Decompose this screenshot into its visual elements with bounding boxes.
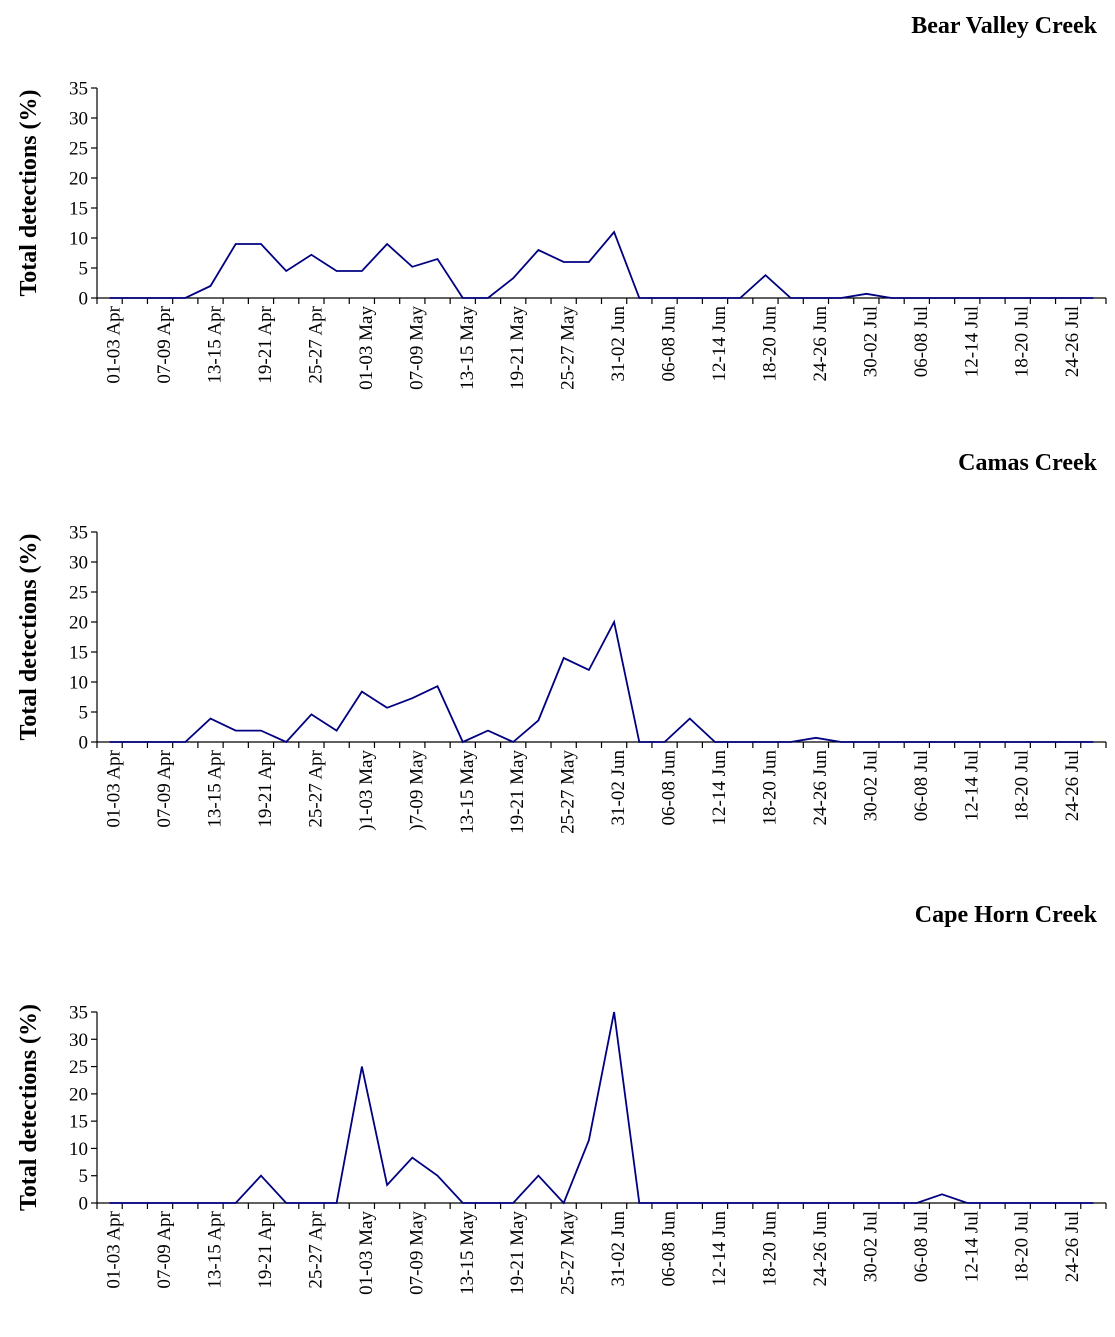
x-tick-label: 12-14 Jun [709, 306, 730, 382]
x-tick-label: 30-02 Jul [860, 750, 881, 821]
x-tick-label: 13-15 May [457, 1211, 478, 1295]
chart-3: Cape Horn Creek Total detections (%) 0 5 10 1… [16, 902, 1107, 1295]
x-tick-label: 13-15 May [457, 750, 478, 834]
x-tick-label: 06-08 Jul [911, 306, 932, 377]
x-tick-label: 07-09 Apr [154, 305, 175, 383]
y-tick-label: 25 [69, 1057, 88, 1078]
x-tick-label: 12-14 Jun [709, 1211, 730, 1287]
x-tick-label: 24-26 Jul [1062, 306, 1083, 377]
x-tick-label: 01-03 May [356, 306, 377, 390]
x-tick-label: 31-02 Jun [608, 1211, 629, 1287]
y-tick-label: 25 [69, 139, 88, 160]
chart-title: Bear Valley Creek [911, 13, 1097, 39]
x-tick-label: 31-02 Jun [608, 306, 629, 382]
x-tick-label: )7-09 May [406, 750, 427, 831]
x-tick-label: )1-03 May [356, 750, 377, 831]
x-tick-label: 18-20 Jun [759, 750, 780, 826]
y-tick-label: 0 [79, 289, 89, 310]
y-tick-label: 10 [69, 673, 88, 694]
chart-1: Bear Valley Creek Total detections (%) 0 5 1… [16, 13, 1107, 390]
x-tick-label: 19-21 May [507, 750, 528, 834]
y-tick-label: 5 [79, 1166, 89, 1187]
y-tick-label: 15 [69, 199, 88, 220]
x-tick-label: 12-14 Jul [961, 750, 982, 821]
x-tick-label: 19-21 Apr [255, 749, 276, 827]
x-tick-label: 24-26 Jul [1062, 750, 1083, 821]
x-tick-label: 31-02 Jun [608, 750, 629, 826]
x-tick-label: 24-26 Jun [810, 306, 831, 382]
x-tick-label: 25-27 May [558, 306, 579, 390]
x-tick-label: 01-03 Apr [104, 749, 125, 827]
chart-title: Camas Creek [958, 450, 1098, 476]
y-tick-label: 15 [69, 1112, 88, 1133]
x-tick-label: 18-20 Jul [1012, 306, 1033, 377]
x-tick-label: 06-08 Jun [659, 1211, 680, 1287]
x-tick-label: 12-14 Jul [961, 306, 982, 377]
y-axis-label: Total detections (%) [16, 533, 42, 740]
x-tick-label: 07-09 May [406, 1211, 427, 1295]
x-tick-label: 24-26 Jun [810, 750, 831, 826]
x-tick-label: 30-02 Jul [860, 1211, 881, 1282]
y-tick-label: 25 [69, 583, 88, 604]
y-tick-label: 10 [69, 229, 88, 250]
x-tick-label: 12-14 Jun [709, 750, 730, 826]
x-tick-label: 06-08 Jun [659, 306, 680, 382]
y-tick-label: 30 [69, 553, 88, 574]
x-tick-label: 24-26 Jul [1062, 1211, 1083, 1282]
y-tick-label: 20 [69, 1084, 88, 1105]
x-tick-label: 18-20 Jul [1012, 750, 1033, 821]
y-tick-label: 30 [69, 109, 88, 130]
x-tick-label: 18-20 Jul [1012, 1211, 1033, 1282]
x-tick-label: 13-15 Apr [205, 749, 226, 827]
y-axis-label: Total detections (%) [16, 89, 42, 296]
x-tick-label: 06-08 Jul [911, 1211, 932, 1282]
chart-2: Camas Creek Total detections (%) 0 5 10 15 20 2… [16, 450, 1107, 834]
x-tick-label: 06-08 Jun [659, 750, 680, 826]
y-tick-label: 5 [79, 703, 89, 724]
y-tick-label: 35 [69, 1003, 88, 1024]
x-tick-label: 19-21 Apr [255, 1210, 276, 1288]
x-tick-label: 24-26 Jun [810, 1211, 831, 1287]
y-axis-label: Total detections (%) [16, 1004, 42, 1211]
x-tick-label: 06-08 Jul [911, 750, 932, 821]
series-line [109, 619, 1094, 744]
x-tick-label: 18-20 Jun [759, 306, 780, 382]
y-tick-label: 35 [69, 523, 88, 544]
x-tick-label: 19-21 May [507, 306, 528, 390]
y-tick-label: 30 [69, 1030, 88, 1051]
y-tick-label: 20 [69, 613, 88, 634]
x-tick-label: 19-21 Apr [255, 305, 276, 383]
x-tick-label: 25-27 May [558, 750, 579, 834]
y-tick-label: 0 [79, 1194, 89, 1215]
y-tick-label: 20 [69, 169, 88, 190]
x-tick-label: 19-21 May [507, 1211, 528, 1295]
y-tick-label: 10 [69, 1139, 88, 1160]
x-tick-label: 13-15 Apr [205, 305, 226, 383]
x-tick-label: 25-27 Apr [305, 749, 326, 827]
x-tick-label: 12-14 Jul [961, 1211, 982, 1282]
x-tick-label: 30-02 Jul [860, 306, 881, 377]
y-tick-label: 5 [79, 259, 89, 280]
x-tick-label: 25-27 Apr [305, 1210, 326, 1288]
x-tick-label: 25-27 Apr [305, 305, 326, 383]
x-tick-label: 25-27 May [558, 1211, 579, 1295]
x-tick-label: 07-09 Apr [154, 749, 175, 827]
y-tick-label: 0 [79, 733, 89, 754]
x-tick-label: 01-03 Apr [104, 1210, 125, 1288]
series-line [109, 230, 1094, 299]
series-line [109, 1011, 1094, 1205]
x-tick-label: 01-03 May [356, 1211, 377, 1295]
x-tick-label: 18-20 Jun [759, 1211, 780, 1287]
x-tick-label: 13-15 May [457, 306, 478, 390]
chart-title: Cape Horn Creek [915, 902, 1098, 928]
x-tick-label: 01-03 Apr [104, 305, 125, 383]
x-tick-label: 13-15 Apr [205, 1210, 226, 1288]
x-tick-label: 07-09 Apr [154, 1210, 175, 1288]
x-tick-label: 07-09 May [406, 306, 427, 390]
y-tick-label: 35 [69, 79, 88, 100]
y-tick-label: 15 [69, 643, 88, 664]
